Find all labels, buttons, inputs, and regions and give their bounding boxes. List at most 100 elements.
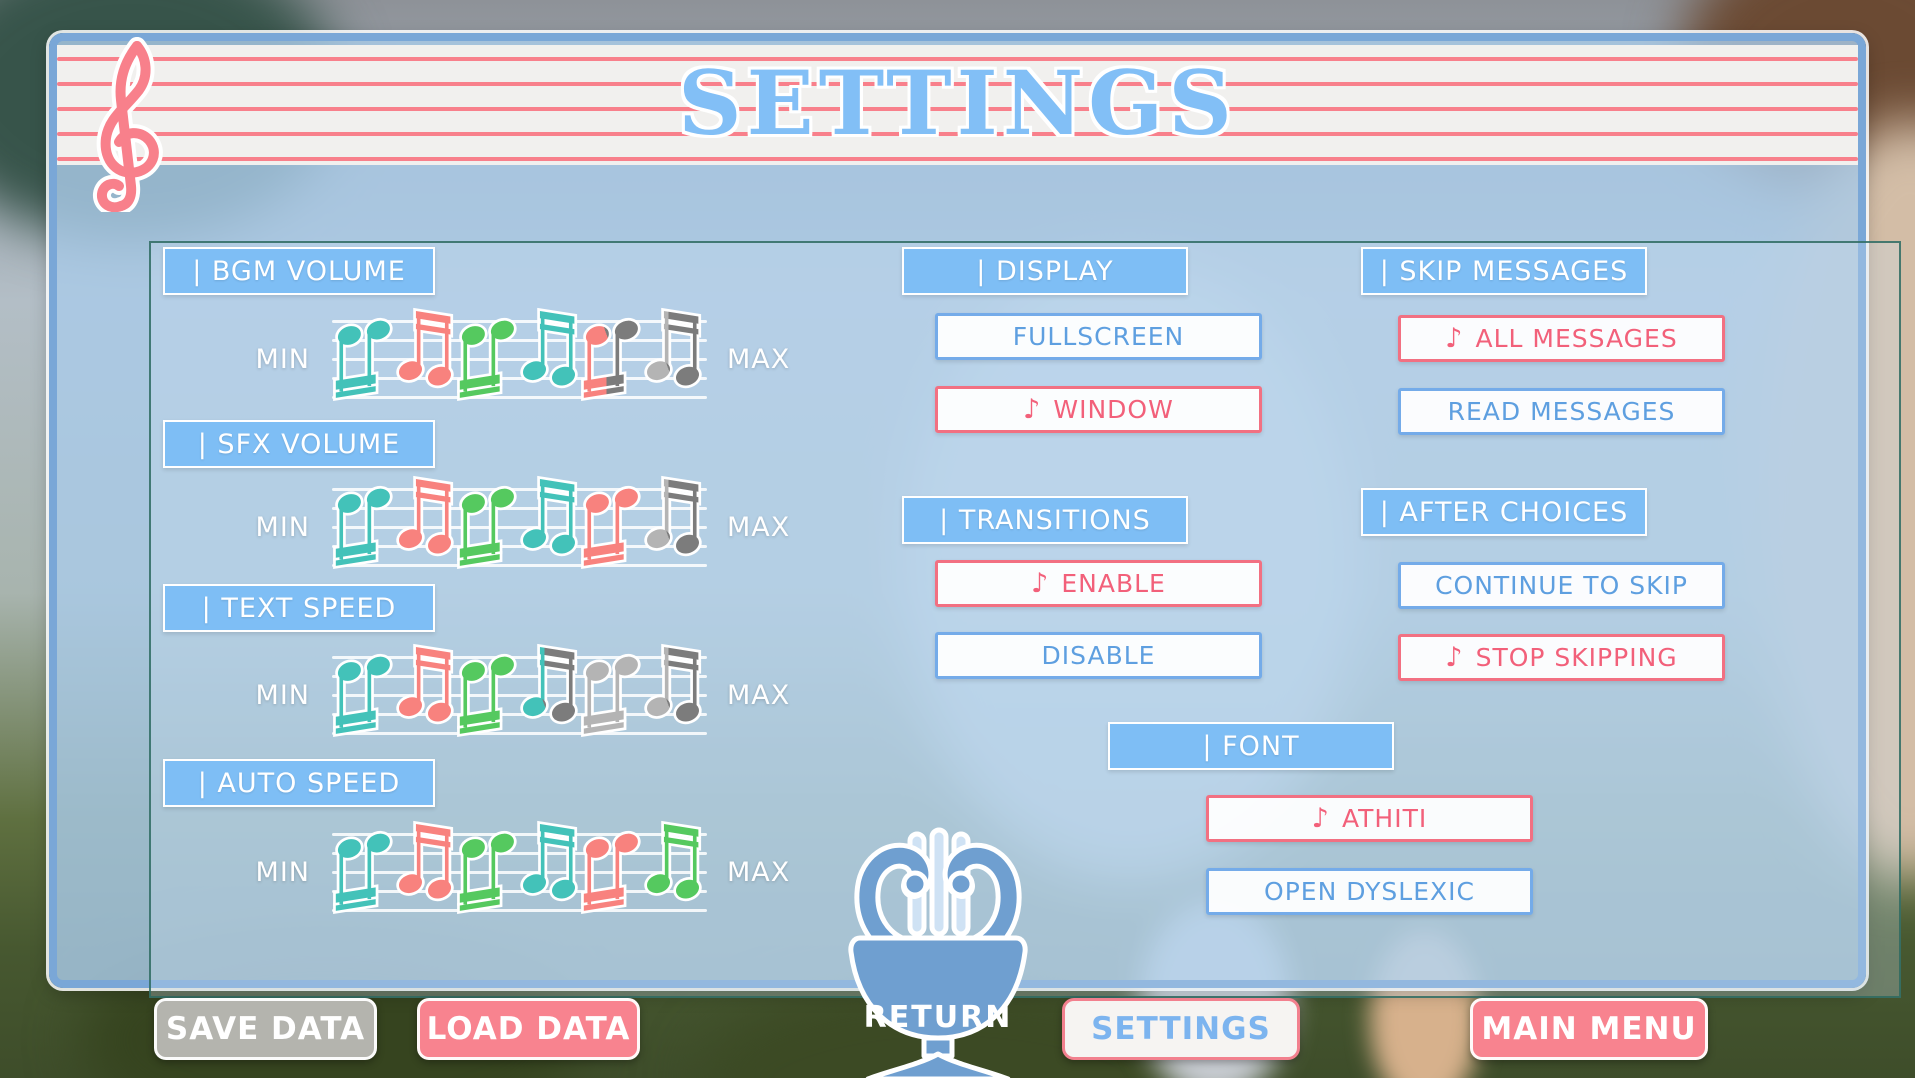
slider-staff-line (332, 871, 707, 874)
option-open-dyslexic[interactable]: OPEN DYSLEXIC (1206, 868, 1533, 915)
treble-clef-icon (93, 37, 163, 212)
slider-max-label: MAX (727, 857, 791, 888)
note-pair[interactable] (333, 648, 393, 742)
note-pair[interactable] (520, 302, 578, 396)
option-label: OPEN DYSLEXIC (1264, 877, 1475, 906)
note-pair[interactable] (457, 480, 517, 574)
note-pair[interactable] (457, 312, 517, 406)
eighth-note-icon: ♪ (1445, 323, 1464, 354)
note-pair[interactable] (396, 302, 454, 396)
slider-staff-line (332, 694, 707, 697)
note-pair[interactable] (333, 480, 393, 574)
staff-line (57, 157, 1858, 161)
option-label: ATHITI (1341, 804, 1428, 833)
note-pair[interactable] (333, 825, 393, 919)
slider-min-label: MIN (255, 512, 310, 543)
slider-label-auto-speed: | AUTO SPEED (163, 759, 435, 807)
eighth-note-icon: ♪ (1031, 568, 1050, 599)
option-label: STOP SKIPPING (1475, 643, 1678, 672)
option-window[interactable]: ♪ WINDOW (935, 386, 1262, 433)
group-label-transitions: | TRANSITIONS (902, 496, 1188, 544)
staff-line (57, 107, 1858, 111)
option-read-messages[interactable]: READ MESSAGES (1398, 388, 1725, 435)
note-pair[interactable] (396, 638, 454, 732)
option-label: ALL MESSAGES (1475, 324, 1678, 353)
option-label: WINDOW (1053, 395, 1174, 424)
slider-staff-line (332, 396, 707, 399)
slider-staff-line (332, 545, 707, 548)
slider-staff-line (332, 656, 707, 659)
slider-label-text-speed: | TEXT SPEED (163, 584, 435, 632)
slider-staff-line (332, 564, 707, 567)
note-pair[interactable] (333, 312, 393, 406)
page-title: SETTINGS (678, 51, 1237, 155)
slider-staff-line (332, 732, 707, 735)
slider-staff-line (332, 358, 707, 361)
slider-staff-line (332, 890, 707, 893)
note-pair[interactable] (581, 825, 641, 919)
staff-line (57, 132, 1858, 136)
option-label: ENABLE (1061, 569, 1166, 598)
note-pair[interactable] (644, 470, 702, 564)
header-staff-band: SETTINGS (57, 37, 1858, 212)
note-pair[interactable] (520, 815, 578, 909)
option-enable[interactable]: ♪ ENABLE (935, 560, 1262, 607)
eighth-note-icon: ♪ (1445, 642, 1464, 673)
save-data-button[interactable]: SAVE DATA (154, 998, 377, 1060)
slider-staff-line (332, 507, 707, 510)
note-pair[interactable] (644, 815, 702, 909)
note-pair[interactable] (581, 648, 641, 742)
group-label-font: | FONT (1108, 722, 1394, 770)
note-pair[interactable] (396, 815, 454, 909)
note-pair[interactable] (396, 470, 454, 564)
note-pair[interactable] (644, 302, 702, 396)
group-label-after-choices: | AFTER CHOICES (1361, 488, 1647, 536)
option-all-messages[interactable]: ♪ ALL MESSAGES (1398, 315, 1725, 362)
slider-min-label: MIN (255, 857, 310, 888)
eighth-note-icon: ♪ (1311, 803, 1330, 834)
slider-staff-line (332, 488, 707, 491)
option-stop-skipping[interactable]: ♪ STOP SKIPPING (1398, 634, 1725, 681)
lyre-icon[interactable] (818, 822, 1058, 1078)
option-fullscreen[interactable]: FULLSCREEN (935, 313, 1262, 360)
note-pair[interactable] (581, 312, 641, 406)
slider-staff-line (332, 526, 707, 529)
option-label: CONTINUE TO SKIP (1435, 571, 1688, 600)
staff-line (57, 57, 1858, 61)
slider-staff-line (332, 377, 707, 380)
note-slider-text-speed[interactable] (332, 643, 707, 738)
note-pair[interactable] (457, 825, 517, 919)
main-menu-button[interactable]: MAIN MENU (1470, 998, 1708, 1060)
slider-max-label: MAX (727, 680, 791, 711)
option-continue-to-skip[interactable]: CONTINUE TO SKIP (1398, 562, 1725, 609)
slider-staff-line (332, 833, 707, 836)
settings-tab-button[interactable]: SETTINGS (1062, 998, 1300, 1060)
slider-staff-line (332, 675, 707, 678)
option-label: DISABLE (1041, 641, 1156, 670)
slider-staff-line (332, 852, 707, 855)
slider-max-label: MAX (727, 344, 791, 375)
slider-staff-line (332, 339, 707, 342)
return-button[interactable]: RETURN (863, 1000, 1013, 1035)
option-disable[interactable]: DISABLE (935, 632, 1262, 679)
staff-line (57, 82, 1858, 86)
group-label-skip-messages: | SKIP MESSAGES (1361, 247, 1647, 295)
option-label: READ MESSAGES (1447, 397, 1676, 426)
note-pair[interactable] (644, 638, 702, 732)
note-pair[interactable] (457, 648, 517, 742)
note-pair[interactable] (520, 470, 578, 564)
note-slider-bgm-volume[interactable] (332, 307, 707, 402)
note-pair[interactable] (581, 480, 641, 574)
slider-min-label: MIN (255, 680, 310, 711)
slider-label-bgm-volume: | BGM VOLUME (163, 247, 435, 295)
group-label-display: | DISPLAY (902, 247, 1188, 295)
option-label: FULLSCREEN (1012, 322, 1185, 351)
slider-label-sfx-volume: | SFX VOLUME (163, 420, 435, 468)
note-pair[interactable] (520, 638, 578, 732)
option-athiti[interactable]: ♪ ATHITI (1206, 795, 1533, 842)
eighth-note-icon: ♪ (1023, 394, 1042, 425)
note-slider-sfx-volume[interactable] (332, 475, 707, 570)
note-slider-auto-speed[interactable] (332, 820, 707, 915)
slider-staff-line (332, 713, 707, 716)
load-data-button[interactable]: LOAD DATA (417, 998, 640, 1060)
